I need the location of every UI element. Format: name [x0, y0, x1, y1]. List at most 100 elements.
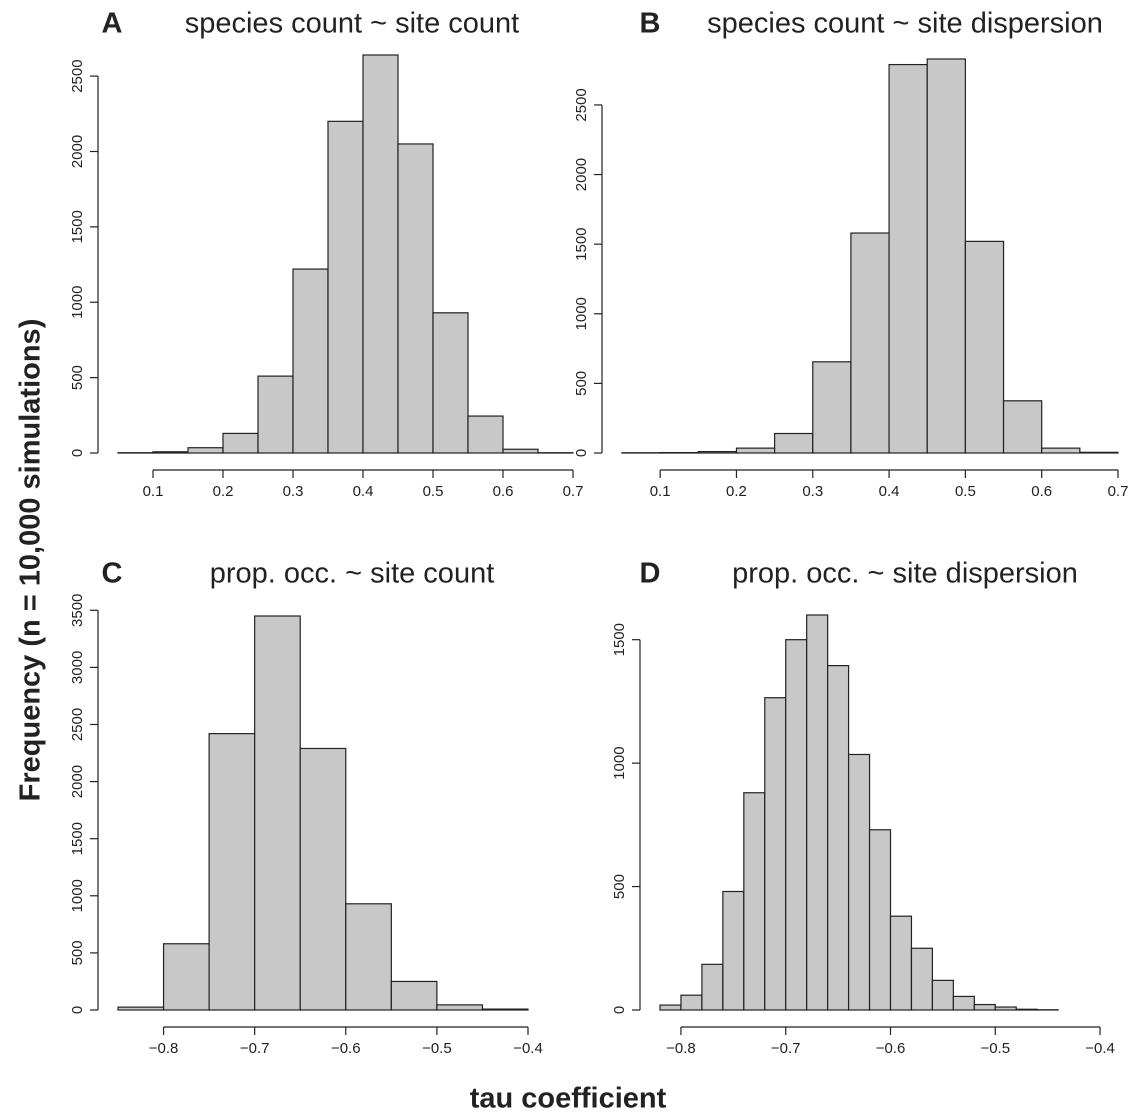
y-tick-label: 0 — [69, 1006, 86, 1014]
histogram-bar — [345, 903, 392, 1011]
y-tick-label: 2500 — [69, 59, 86, 92]
y-tick-label: 2000 — [573, 158, 590, 191]
histogram-bar — [973, 1003, 996, 1011]
histogram-bar — [397, 143, 434, 454]
x-tick-label: −0.4 — [513, 1040, 543, 1057]
x-tick-label: 0.2 — [213, 483, 234, 500]
x-tick-label: 0.7 — [1108, 483, 1129, 500]
y-tick-label: 1000 — [573, 297, 590, 330]
y-tick-label: 500 — [69, 365, 86, 390]
histogram-bar — [257, 375, 294, 454]
x-tick-label: 0.5 — [423, 483, 444, 500]
panel-title: prop. occ. ~ site dispersion — [732, 558, 1078, 590]
histogram-bar — [910, 947, 934, 1011]
y-axis-label: Frequency (n = 10,000 simulations) — [15, 319, 47, 802]
histogram-bar — [208, 733, 256, 1011]
histogram-bar — [481, 1008, 529, 1011]
y-tick-label: 0 — [611, 1006, 628, 1014]
histogram-bar — [764, 697, 787, 1011]
x-tick-label: 0.4 — [879, 483, 900, 500]
histogram-bar — [735, 447, 776, 454]
y-tick-label: 1000 — [69, 286, 86, 319]
histogram-bar — [888, 63, 928, 454]
histogram-bar — [722, 890, 745, 1011]
y-tick-label: 1500 — [69, 210, 86, 243]
y-tick-label: 0 — [573, 449, 590, 457]
x-tick-label: 0.6 — [1031, 483, 1052, 500]
histogram-bar — [254, 615, 301, 1011]
x-tick-label: −0.5 — [980, 1040, 1010, 1057]
histogram-bar — [162, 943, 210, 1011]
histogram-bar — [467, 415, 504, 454]
y-tick-label: 500 — [611, 874, 628, 899]
histogram-bar — [659, 1004, 682, 1011]
x-tick-label: −0.7 — [771, 1040, 801, 1057]
panel-letter: C — [102, 558, 123, 590]
x-tick-label: 0.5 — [955, 483, 976, 500]
x-tick-label: 0.2 — [726, 483, 747, 500]
histogram-bar — [701, 963, 724, 1011]
histogram-bar — [697, 451, 738, 454]
histogram-bar — [806, 614, 829, 1011]
histogram-bar — [889, 915, 913, 1011]
y-tick-label: 1500 — [69, 822, 86, 855]
panel-title: prop. occ. ~ site count — [210, 558, 495, 590]
histogram-bar — [362, 54, 399, 454]
histogram-bar — [1041, 447, 1081, 454]
x-tick-label: −0.4 — [1085, 1040, 1115, 1057]
x-tick-label: −0.6 — [331, 1040, 361, 1057]
y-tick-label: 1000 — [611, 746, 628, 779]
histogram-bar — [327, 120, 364, 454]
histogram-bar — [847, 753, 871, 1011]
histogram-bar — [868, 829, 892, 1011]
x-tick-label: −0.7 — [240, 1040, 270, 1057]
y-tick-label: 3500 — [69, 594, 86, 627]
histogram-bar — [850, 232, 890, 454]
histogram-bar — [222, 432, 259, 454]
x-tick-label: 0.3 — [283, 483, 304, 500]
x-tick-label: −0.5 — [422, 1040, 452, 1057]
panel-title: species count ~ site count — [185, 8, 520, 40]
x-tick-label: 0.3 — [802, 483, 823, 500]
histogram-bar — [680, 994, 703, 1011]
histogram-bar — [931, 979, 954, 1011]
x-tick-label: 0.1 — [143, 483, 164, 500]
histogram-bar — [926, 58, 966, 454]
histogram-bar — [292, 268, 329, 454]
histogram-bar — [299, 747, 347, 1011]
histogram-bar — [952, 995, 975, 1011]
histogram-bar — [964, 240, 1005, 454]
histogram-bar — [743, 792, 766, 1011]
panel-letter: A — [102, 8, 123, 40]
y-tick-label: 500 — [573, 371, 590, 396]
panel-letter: B — [640, 8, 661, 40]
x-tick-label: 0.6 — [493, 483, 514, 500]
x-tick-label: −0.8 — [666, 1040, 696, 1057]
histogram-bar — [994, 1006, 1017, 1011]
y-tick-label: 2000 — [69, 765, 86, 798]
x-axis-label: tau coefficient — [470, 1083, 667, 1115]
y-tick-label: 0 — [69, 449, 86, 457]
histogram-bar — [117, 1006, 165, 1011]
histogram-bar — [432, 312, 469, 454]
x-tick-label: 0.1 — [650, 483, 671, 500]
y-tick-label: 1000 — [69, 879, 86, 912]
y-tick-label: 500 — [69, 940, 86, 965]
histogram-bar — [436, 1004, 484, 1011]
y-tick-label: 3000 — [69, 651, 86, 684]
histogram-bar — [827, 665, 850, 1011]
y-tick-label: 2000 — [69, 135, 86, 168]
histogram-bar — [390, 980, 438, 1011]
histogram-bar — [187, 447, 224, 454]
x-tick-label: −0.6 — [876, 1040, 906, 1057]
y-tick-label: 2500 — [69, 708, 86, 741]
x-tick-label: 0.7 — [563, 483, 584, 500]
x-tick-label: −0.8 — [149, 1040, 179, 1057]
histogram-bar — [1015, 1008, 1038, 1011]
histogram-bar — [774, 432, 814, 454]
histogram-bar — [812, 361, 852, 454]
y-tick-label: 1500 — [573, 227, 590, 260]
histogram-bar — [502, 448, 539, 454]
